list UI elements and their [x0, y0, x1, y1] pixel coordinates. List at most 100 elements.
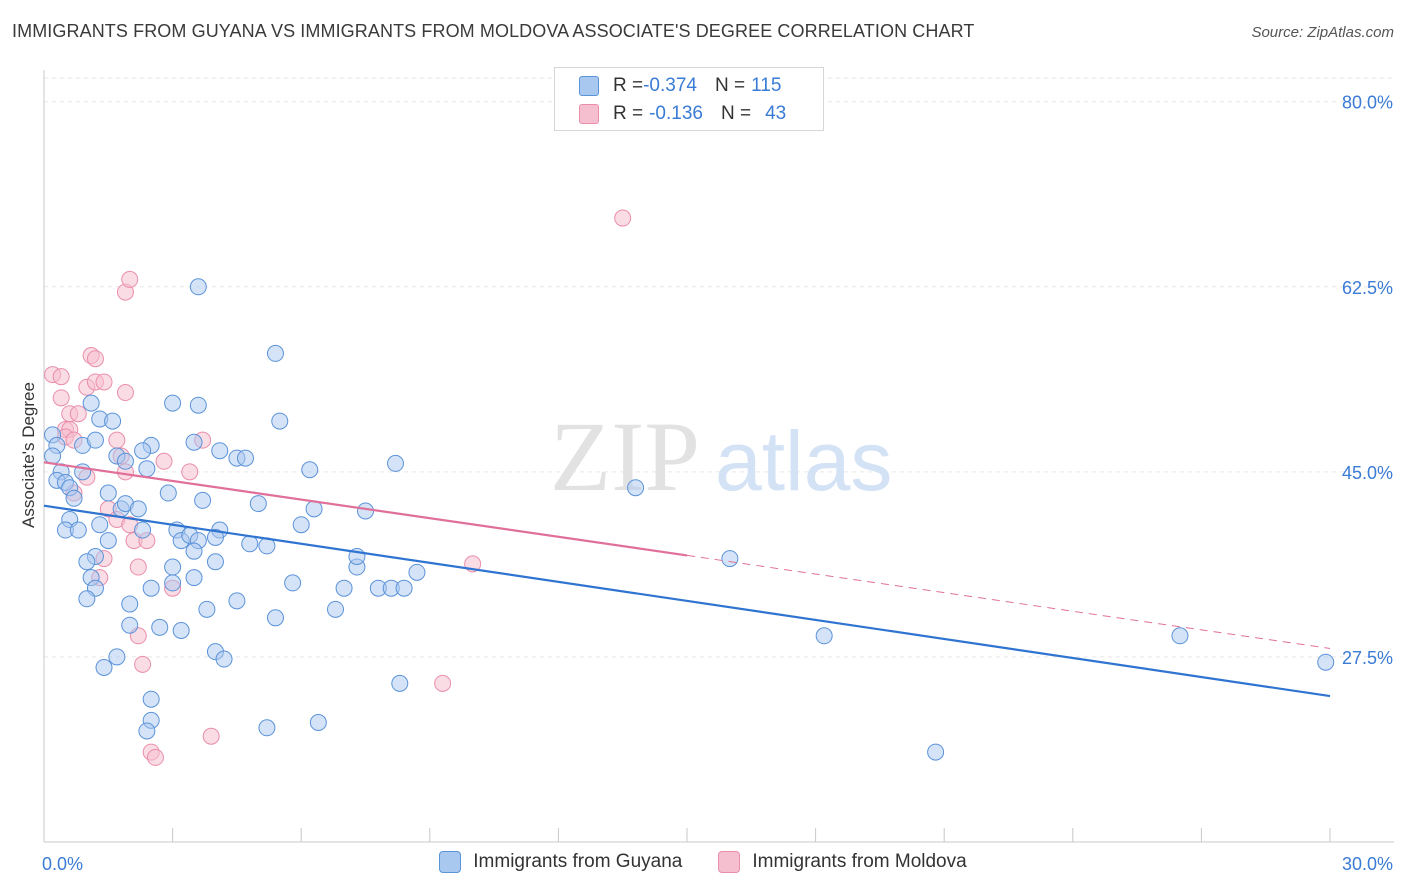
moldova-swatch	[579, 104, 599, 124]
data-point-guyana	[164, 394, 182, 412]
trend-line-moldova	[43, 461, 688, 557]
data-point-moldova	[116, 384, 134, 402]
data-point-guyana	[78, 553, 96, 571]
data-point-moldova	[434, 674, 452, 692]
data-point-guyana	[301, 461, 319, 479]
data-point-guyana	[194, 491, 212, 509]
data-point-guyana	[65, 489, 83, 507]
legend-item-moldova[interactable]: Immigrants from Moldova	[718, 851, 967, 873]
legend-r-value: -0.374	[643, 75, 697, 96]
trend-line-moldova-extension	[686, 554, 1331, 649]
legend-r-label: R =	[613, 75, 644, 96]
data-point-guyana	[185, 542, 203, 560]
data-point-moldova	[108, 431, 126, 449]
data-point-moldova	[86, 350, 104, 368]
data-point-guyana	[357, 502, 374, 520]
data-point-guyana	[387, 454, 405, 472]
data-point-guyana	[172, 621, 190, 639]
moldova-points	[44, 209, 632, 766]
legend-n-label: N =	[720, 103, 752, 124]
data-point-guyana	[142, 579, 160, 597]
data-point-guyana	[215, 650, 233, 668]
stats-legend: R = -0.374 N = 115 R = -0.136 N = 43	[554, 67, 824, 131]
legend-item-guyana[interactable]: Immigrants from Guyana	[439, 851, 682, 873]
data-point-guyana	[82, 394, 100, 412]
y-tick-label: 27.5%	[1342, 648, 1393, 668]
data-point-guyana	[138, 722, 156, 740]
data-point-moldova	[181, 463, 199, 481]
data-point-guyana	[116, 452, 134, 470]
legend-label-moldova: Immigrants from Moldova	[752, 851, 967, 872]
y-tick-label: 62.5%	[1342, 278, 1393, 298]
data-point-moldova	[121, 270, 139, 288]
data-point-guyana	[266, 344, 284, 362]
chart-title: IMMIGRANTS FROM GUYANA VS IMMIGRANTS FRO…	[12, 21, 975, 41]
data-point-guyana	[91, 516, 109, 534]
trend-lines	[43, 461, 1331, 698]
watermark: ZIP atlas	[550, 401, 892, 512]
data-point-guyana	[44, 447, 62, 465]
data-point-guyana	[185, 433, 203, 451]
data-point-guyana	[326, 600, 344, 618]
source-label: Source: ZipAtlas.com	[1251, 24, 1394, 41]
guyana-swatch	[439, 851, 462, 873]
data-point-guyana	[395, 579, 413, 597]
data-point-guyana	[86, 431, 104, 449]
data-point-guyana	[129, 500, 147, 518]
data-point-guyana	[249, 495, 267, 513]
data-point-moldova	[134, 655, 152, 673]
tick-labels: 27.5% 45.0% 62.5% 80.0% 0.0% 30.0%	[42, 93, 1393, 874]
legend-n-label: N =	[714, 75, 746, 96]
data-point-guyana	[927, 743, 945, 761]
data-point-moldova	[202, 727, 220, 745]
data-point-guyana	[335, 579, 353, 597]
data-point-guyana	[206, 528, 224, 546]
data-point-guyana	[185, 569, 203, 587]
data-point-guyana	[99, 532, 117, 550]
legend-r-value: -0.136	[649, 103, 703, 124]
y-axis-label: Associate's Degree	[19, 382, 38, 528]
trend-line-guyana	[43, 504, 1331, 698]
legend-n-value: 43	[765, 103, 787, 124]
data-point-guyana	[159, 484, 177, 502]
data-point-guyana	[1171, 627, 1189, 645]
data-point-guyana	[292, 516, 310, 534]
data-point-guyana	[309, 713, 327, 731]
data-point-guyana	[164, 558, 182, 576]
guyana-points	[44, 278, 1335, 761]
legend-row-guyana: R = -0.374 N = 115	[555, 73, 781, 99]
data-point-guyana	[121, 616, 139, 634]
data-point-guyana	[211, 442, 229, 460]
data-point-guyana	[138, 460, 156, 478]
data-point-guyana	[627, 479, 645, 497]
data-point-guyana	[164, 574, 182, 592]
data-point-guyana	[284, 574, 302, 592]
data-point-guyana	[104, 412, 122, 430]
data-point-moldova	[52, 389, 70, 407]
data-point-moldova	[69, 405, 87, 423]
data-point-guyana	[108, 648, 126, 666]
data-point-guyana	[1317, 653, 1335, 671]
data-point-guyana	[198, 600, 216, 618]
data-point-moldova	[155, 452, 173, 470]
data-point-guyana	[134, 442, 152, 460]
data-point-guyana	[189, 278, 207, 296]
legend-r-label: R =	[613, 103, 644, 124]
data-point-guyana	[206, 553, 224, 571]
data-point-guyana	[815, 627, 833, 645]
series-legend: Immigrants from Guyana Immigrants from M…	[0, 851, 1406, 873]
moldova-swatch	[718, 851, 741, 873]
data-point-guyana	[241, 535, 259, 553]
x-tick-label: 0.0%	[42, 854, 83, 874]
data-point-guyana	[391, 674, 409, 692]
data-point-guyana	[134, 521, 152, 539]
legend-n-value: 115	[751, 75, 782, 96]
data-point-moldova	[146, 748, 164, 766]
grid-lines	[44, 77, 1394, 658]
data-point-guyana	[228, 592, 246, 610]
data-point-moldova	[95, 373, 113, 391]
data-point-guyana	[271, 412, 289, 430]
guyana-swatch	[579, 76, 599, 96]
data-point-guyana	[95, 659, 113, 677]
